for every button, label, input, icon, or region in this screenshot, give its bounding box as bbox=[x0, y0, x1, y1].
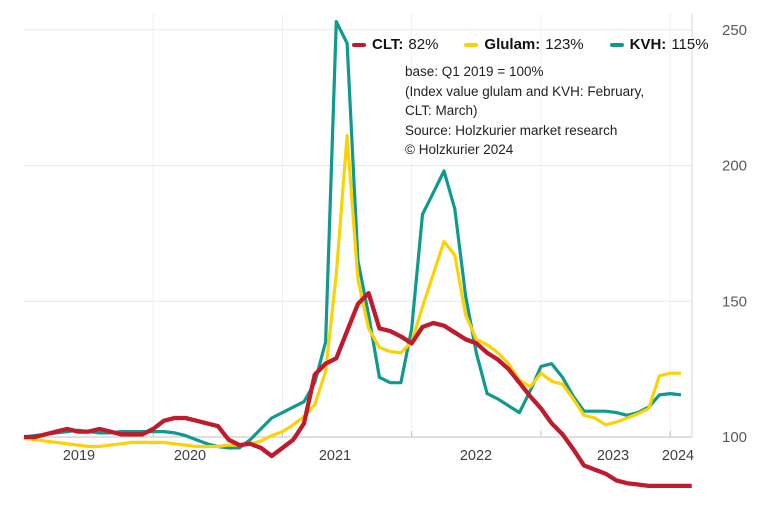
series-lines bbox=[23, 20, 692, 489]
legend-label-kvh: KVH: bbox=[629, 36, 667, 53]
legend-item-kvh: KVH: 115% bbox=[609, 36, 709, 53]
x-tick-label: 2023 bbox=[597, 448, 629, 464]
legend-value-glulam: 123% bbox=[545, 36, 584, 53]
x-tick-label: 2020 bbox=[174, 448, 206, 464]
y-tick-label: 200 bbox=[722, 158, 747, 175]
annotation-base-note: base: Q1 2019 = 100% bbox=[405, 64, 544, 79]
legend-item-glulam: Glulam: 123% bbox=[464, 36, 584, 53]
legend-label-glulam: Glulam: bbox=[484, 36, 541, 53]
legend-value-clt: 82% bbox=[408, 36, 439, 53]
x-tick-label: 2019 bbox=[63, 448, 95, 464]
legend-label-clt: CLT: bbox=[372, 36, 404, 53]
axis-labels: 100 150 200 250 2019 2020 2021 2022 2023 2024 bbox=[63, 22, 747, 464]
chart-legend: CLT: 82% Glulam: 123% KVH: 115% bbox=[352, 36, 709, 53]
series-line-kvh bbox=[23, 20, 682, 450]
legend-item-clt: CLT: 82% bbox=[352, 36, 438, 53]
legend-value-kvh: 115% bbox=[671, 36, 709, 53]
y-tick-label: 100 bbox=[722, 429, 747, 446]
annotation-copyright: © Holzkurier 2024 bbox=[405, 142, 514, 157]
annotation-source: Source: Holzkurier market research bbox=[405, 122, 618, 138]
annotation-index-note2: CLT: March) bbox=[405, 103, 478, 118]
series-line-clt bbox=[24, 290, 692, 489]
y-tick-label: 250 bbox=[722, 22, 747, 39]
kvh-line-swatch-icon bbox=[609, 42, 624, 47]
x-tick-label: 2022 bbox=[460, 448, 492, 464]
series-line-glulam bbox=[23, 134, 681, 449]
annotation-index-note: (Index value glulam and KVH: February, bbox=[405, 83, 645, 99]
axes bbox=[24, 14, 693, 438]
x-tick-label: 2024 bbox=[662, 448, 694, 464]
chart-annotation: base: Q1 2019 = 100% (Index value glulam… bbox=[405, 62, 644, 160]
glulam-line-swatch-icon bbox=[464, 42, 479, 47]
clt-line-swatch-icon bbox=[352, 42, 366, 47]
x-tick-label: 2021 bbox=[319, 448, 351, 464]
y-tick-label: 150 bbox=[722, 293, 747, 310]
